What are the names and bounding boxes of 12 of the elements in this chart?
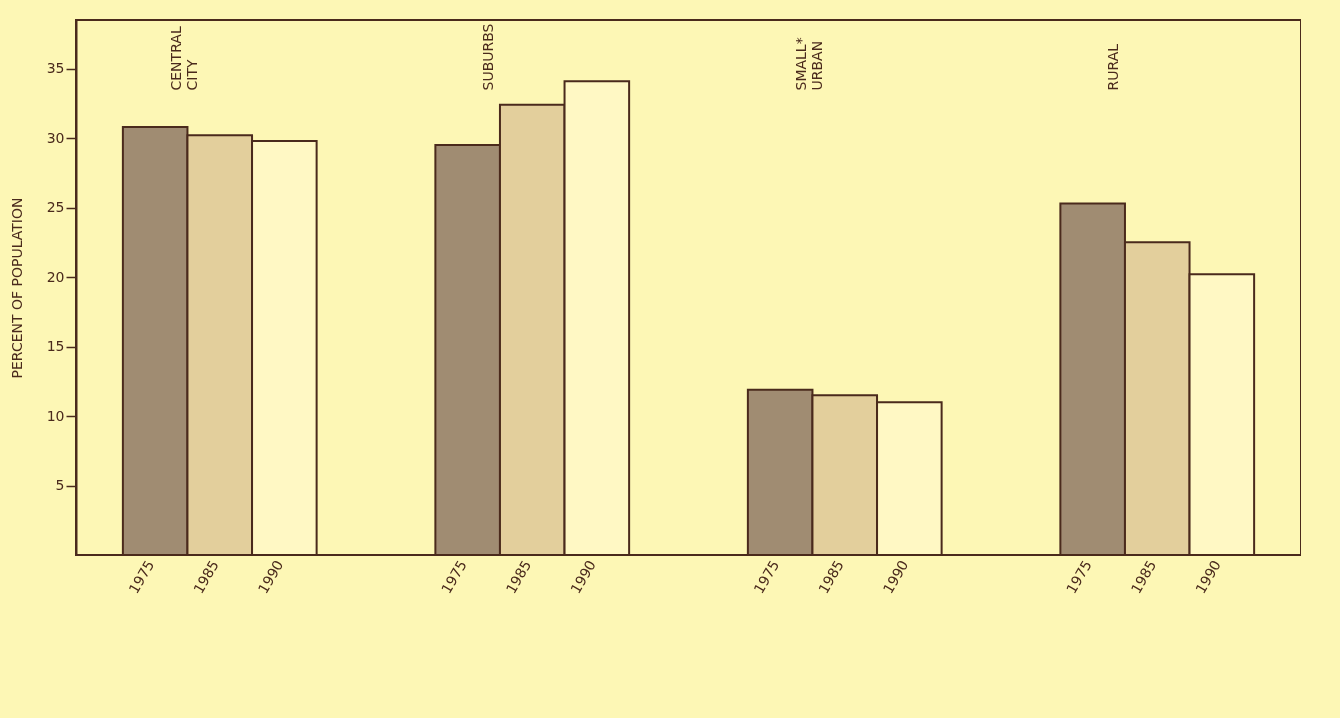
x-tick-label: CENTRAL CITY bbox=[167, 26, 200, 91]
y-tick-label: 30 bbox=[46, 129, 65, 146]
y-tick-label: 15 bbox=[46, 338, 65, 355]
y-axis-title: PERCENT OF POPULATION bbox=[8, 197, 25, 379]
y-tick-label: 10 bbox=[46, 407, 65, 424]
x-tick-label: SUBURBS bbox=[480, 23, 497, 91]
y-tick-label: 20 bbox=[46, 268, 65, 285]
y-tick-label: 25 bbox=[46, 199, 65, 216]
y-tick-label: 5 bbox=[55, 477, 65, 494]
y-tick-label: 35 bbox=[46, 60, 65, 77]
x-tick-label: SMALL* URBAN bbox=[792, 37, 825, 91]
x-tick-label: RURAL bbox=[1105, 43, 1122, 91]
